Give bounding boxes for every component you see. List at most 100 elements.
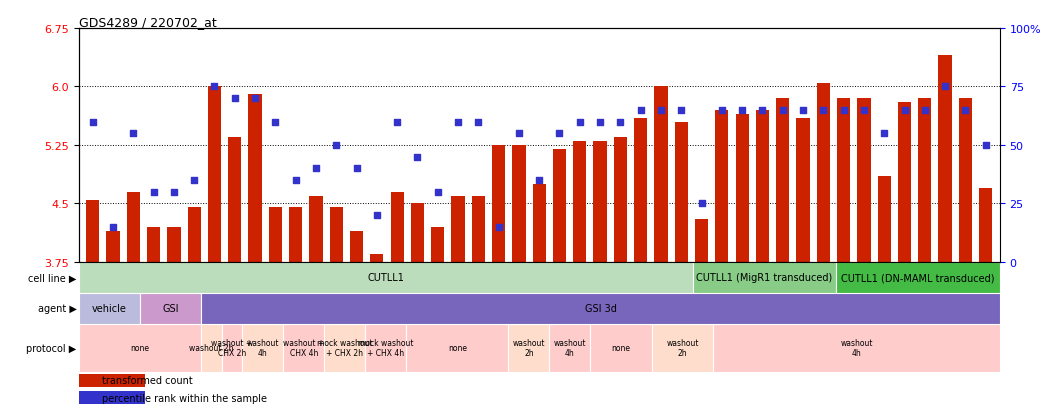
- Bar: [776, 99, 789, 262]
- Point: [896, 107, 913, 114]
- Point: [85, 119, 102, 126]
- Bar: [284, 324, 325, 372]
- Text: agent ▶: agent ▶: [38, 304, 76, 314]
- Bar: [857, 99, 870, 262]
- Bar: [289, 208, 303, 262]
- Point: [226, 95, 243, 102]
- Bar: [269, 208, 282, 262]
- Point: [146, 189, 162, 195]
- Point: [470, 119, 487, 126]
- Bar: [591, 324, 652, 372]
- Point: [206, 84, 223, 90]
- Bar: [654, 87, 668, 262]
- Point: [105, 224, 121, 230]
- Text: washout
4h: washout 4h: [246, 338, 280, 358]
- Bar: [693, 262, 837, 293]
- Bar: [79, 262, 693, 293]
- Point: [349, 166, 365, 172]
- Point: [734, 107, 751, 114]
- Text: none: none: [448, 344, 467, 352]
- Bar: [330, 208, 342, 262]
- Bar: [79, 374, 144, 387]
- Bar: [371, 254, 383, 262]
- Bar: [512, 145, 526, 262]
- Point: [165, 189, 182, 195]
- Bar: [594, 142, 606, 262]
- Point: [937, 84, 954, 90]
- Point: [957, 107, 974, 114]
- Text: cell line ▶: cell line ▶: [28, 273, 76, 283]
- Bar: [918, 99, 932, 262]
- Text: GSI: GSI: [162, 304, 179, 314]
- Bar: [431, 227, 444, 262]
- Bar: [127, 192, 140, 262]
- Point: [531, 177, 548, 184]
- Bar: [533, 185, 545, 262]
- Bar: [79, 293, 140, 324]
- Bar: [350, 231, 363, 262]
- Bar: [695, 219, 708, 262]
- Text: washout
4h: washout 4h: [554, 338, 586, 358]
- Bar: [492, 145, 506, 262]
- Point: [754, 107, 771, 114]
- Point: [795, 107, 811, 114]
- Bar: [553, 150, 566, 262]
- Point: [328, 142, 344, 149]
- Text: washout
2h: washout 2h: [666, 338, 698, 358]
- Bar: [797, 119, 809, 262]
- Point: [551, 131, 567, 137]
- Point: [775, 107, 792, 114]
- Bar: [652, 324, 713, 372]
- Bar: [979, 188, 993, 262]
- Point: [308, 166, 325, 172]
- Point: [247, 95, 264, 102]
- Bar: [736, 114, 749, 262]
- Bar: [86, 200, 99, 262]
- Bar: [837, 262, 1000, 293]
- Text: GSI 3d: GSI 3d: [584, 304, 617, 314]
- Bar: [391, 192, 404, 262]
- Text: mock washout
+ CHX 2h: mock washout + CHX 2h: [317, 338, 373, 358]
- Bar: [79, 392, 144, 404]
- Bar: [715, 111, 729, 262]
- Point: [693, 201, 710, 207]
- Text: percentile rank within the sample: percentile rank within the sample: [102, 393, 267, 403]
- Bar: [406, 324, 509, 372]
- Text: washout
4h: washout 4h: [841, 338, 873, 358]
- Text: washout +
CHX 2h: washout + CHX 2h: [211, 338, 252, 358]
- Bar: [573, 142, 586, 262]
- Bar: [201, 324, 222, 372]
- Bar: [959, 99, 972, 262]
- Bar: [79, 324, 201, 372]
- Text: protocol ▶: protocol ▶: [26, 343, 76, 353]
- Text: none: none: [131, 344, 150, 352]
- Point: [673, 107, 690, 114]
- Bar: [107, 231, 119, 262]
- Bar: [248, 95, 262, 262]
- Point: [125, 131, 141, 137]
- Text: mock washout
+ CHX 4h: mock washout + CHX 4h: [358, 338, 414, 358]
- Text: none: none: [611, 344, 630, 352]
- Bar: [208, 87, 221, 262]
- Text: washout +
CHX 4h: washout + CHX 4h: [283, 338, 325, 358]
- Bar: [242, 324, 284, 372]
- Point: [287, 177, 304, 184]
- Bar: [634, 119, 647, 262]
- Point: [612, 119, 629, 126]
- Bar: [309, 196, 322, 262]
- Point: [185, 177, 202, 184]
- Point: [855, 107, 872, 114]
- Text: washout 2h: washout 2h: [190, 344, 233, 352]
- Bar: [614, 138, 627, 262]
- Point: [876, 131, 893, 137]
- Bar: [168, 227, 180, 262]
- Bar: [817, 83, 830, 262]
- Text: transformed count: transformed count: [102, 375, 193, 385]
- Bar: [550, 324, 591, 372]
- Point: [449, 119, 466, 126]
- Point: [592, 119, 608, 126]
- Text: washout
2h: washout 2h: [513, 338, 545, 358]
- Bar: [877, 177, 891, 262]
- Point: [815, 107, 831, 114]
- Bar: [713, 324, 1000, 372]
